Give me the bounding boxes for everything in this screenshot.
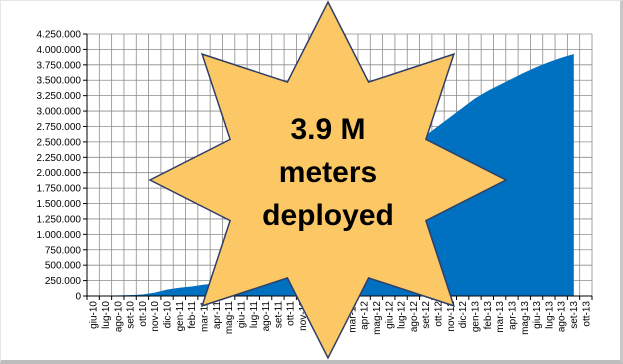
x-tick-label: ott-11 xyxy=(286,301,297,326)
x-tick-label: gen-11 xyxy=(175,301,186,332)
x-tick-label: mag-11 xyxy=(224,301,235,335)
x-tick-label: nov-11 xyxy=(298,301,309,331)
x-tick-label: giu-13 xyxy=(532,301,543,329)
x-tick-label: gen-13 xyxy=(470,301,481,333)
y-tick-label: 3.750.000 xyxy=(37,60,82,71)
x-tick-label: set-11 xyxy=(273,301,284,328)
x-tick-label: mar-11 xyxy=(200,301,211,332)
x-tick-label: lug-10 xyxy=(101,301,112,329)
x-tick-label: mar-13 xyxy=(495,301,506,333)
x-tick-label: mag-13 xyxy=(520,301,531,335)
x-tick-label: ago-11 xyxy=(261,301,272,332)
x-tick-label: lug-12 xyxy=(397,301,408,329)
x-tick-label: nov-12 xyxy=(446,301,457,332)
y-tick-label: 1.250.000 xyxy=(37,214,82,225)
x-tick-label: dic-10 xyxy=(163,301,174,329)
x-tick-label: ago-10 xyxy=(113,301,124,333)
y-tick-labels: 0 250.000 500.000 750.000 1.000.000 1.250.000… xyxy=(37,30,82,303)
x-tick-label: ago-12 xyxy=(409,301,420,333)
x-tick-label: mag-12 xyxy=(372,301,383,335)
starburst-shape xyxy=(148,0,508,360)
x-tick-label: apr-13 xyxy=(507,301,518,330)
x-tick-label: feb-13 xyxy=(483,301,494,330)
x-tick-label: feb-11 xyxy=(187,301,198,329)
y-tick-label: 500.000 xyxy=(45,261,82,272)
y-tick-label: 4.000.000 xyxy=(37,45,82,56)
y-tick-label: 1.750.000 xyxy=(37,184,82,195)
x-tick-label: ott-13 xyxy=(581,301,592,327)
y-tick-label: 3.250.000 xyxy=(37,91,82,102)
y-tick-label: 2.750.000 xyxy=(37,122,82,133)
x-tick-label: apr-12 xyxy=(360,301,371,330)
x-tick-label: ott-10 xyxy=(138,301,149,327)
callout-line-3: deployed xyxy=(262,199,394,232)
y-tick-label: 250.000 xyxy=(45,276,82,287)
x-tick-label: giu-11 xyxy=(236,301,247,328)
x-tick-label: set-12 xyxy=(421,301,432,329)
y-tick-label: 3.000.000 xyxy=(37,107,82,118)
y-tick-label: 1.500.000 xyxy=(37,199,82,210)
x-tick-label: set-13 xyxy=(569,301,580,329)
y-tick-label: 2.250.000 xyxy=(37,153,82,164)
callout-line-1: 3.9 M xyxy=(290,113,365,146)
x-tick-label: ago-13 xyxy=(557,301,568,333)
x-tick-label: giu-10 xyxy=(89,301,100,329)
x-tick-label: nov-10 xyxy=(150,301,161,332)
x-tick-label: giu-12 xyxy=(384,301,395,329)
x-tick-label: apr-11 xyxy=(212,301,223,330)
y-tick-label: 2.000.000 xyxy=(37,168,82,179)
x-tick-label: lug-13 xyxy=(544,301,555,329)
x-tick-label: lug-11 xyxy=(249,301,260,328)
callout-line-2: meters xyxy=(279,156,377,189)
x-tick-label: dic-12 xyxy=(458,301,469,329)
y-tick-label: 0 xyxy=(75,292,81,303)
y-tick-label: 750.000 xyxy=(45,245,82,256)
x-tick-label: ott-12 xyxy=(434,301,445,327)
y-tick-label: 3.500.000 xyxy=(37,76,82,87)
x-tick-label: set-10 xyxy=(126,301,137,329)
y-tick-label: 2.500.000 xyxy=(37,137,82,148)
y-tick-label: 4.250.000 xyxy=(37,30,82,41)
x-tick-label: mar-12 xyxy=(347,301,358,333)
callout-starburst: 3.9 M meters deployed xyxy=(148,0,508,360)
y-tick-label: 1.000.000 xyxy=(37,230,82,241)
